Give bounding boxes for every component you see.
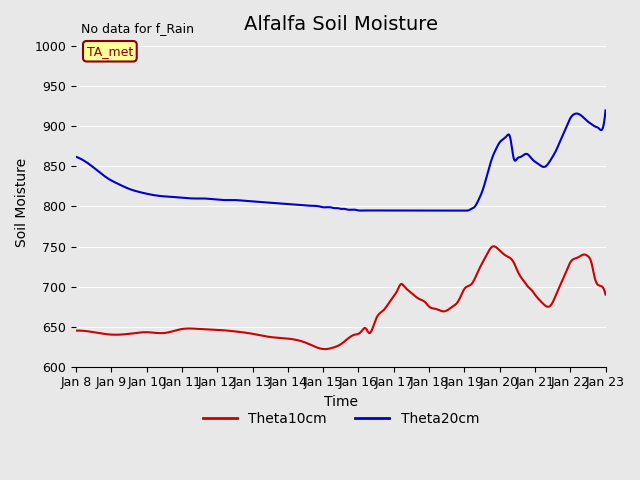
Y-axis label: Soil Moisture: Soil Moisture (15, 158, 29, 247)
Text: TA_met: TA_met (87, 45, 133, 58)
Text: No data for f_Rain: No data for f_Rain (81, 22, 195, 35)
X-axis label: Time: Time (324, 395, 358, 409)
Legend: Theta10cm, Theta20cm: Theta10cm, Theta20cm (197, 407, 484, 432)
Title: Alfalfa Soil Moisture: Alfalfa Soil Moisture (244, 15, 438, 34)
